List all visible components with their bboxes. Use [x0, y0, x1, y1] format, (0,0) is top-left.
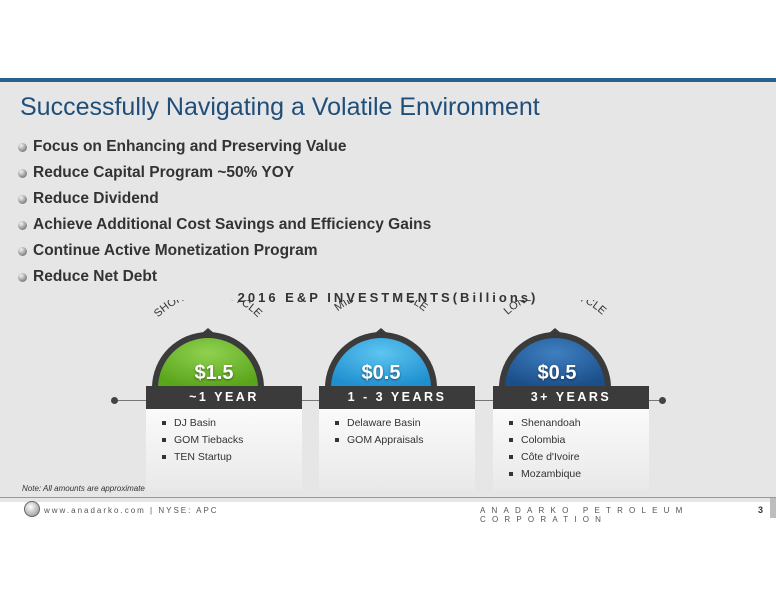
bullet-item: Reduce Net Debt — [18, 264, 431, 290]
square-bullet-icon — [335, 420, 339, 425]
square-bullet-icon — [162, 454, 166, 459]
mid-cycle-amount: $0.5 — [361, 362, 401, 384]
long-cycle-arc-label: LONG CASH CYCLE — [502, 300, 609, 317]
bullet-icon — [18, 142, 27, 152]
short-cycle-gauge — [152, 328, 264, 388]
bullet-list: Focus on Enhancing and Preserving Value … — [18, 134, 431, 290]
timeline-end-dot — [659, 397, 666, 404]
page-number: 3 — [758, 505, 764, 515]
svg-text:SHORT CASH CYCLE: SHORT CASH CYCLE — [152, 300, 264, 320]
bullet-icon — [18, 168, 27, 178]
footer-website: www.anadarko.com | NYSE: APC — [44, 506, 219, 515]
short-cycle-arc-label: SHORT CASH CYCLE — [152, 300, 264, 320]
short-cycle-card: ~1 YEAR DJ Basin GOM Tiebacks TEN Startu… — [146, 386, 302, 490]
footnote: Note: All amounts are approximate — [22, 484, 145, 493]
mid-cycle-duration: 1 - 3 YEARS — [319, 386, 475, 409]
long-cycle-amount: $0.5 — [537, 362, 577, 384]
square-bullet-icon — [509, 437, 513, 442]
mid-cycle-gauge — [325, 328, 437, 388]
corner-accent — [770, 498, 776, 518]
list-item: GOM Tiebacks — [162, 431, 243, 448]
list-item: DJ Basin — [162, 414, 243, 431]
list-item: Delaware Basin — [335, 414, 423, 431]
bullet-icon — [18, 246, 27, 256]
bullet-icon — [18, 220, 27, 230]
list-item: Côte d'Ivoire — [509, 448, 581, 465]
svg-text:MID CASH CYCLE: MID CASH CYCLE — [332, 300, 429, 314]
title-accent-bar — [0, 78, 776, 82]
mid-cycle-card: 1 - 3 YEARS Delaware Basin GOM Appraisal… — [319, 386, 475, 490]
square-bullet-icon — [509, 471, 513, 476]
long-cycle-duration: 3+ YEARS — [493, 386, 649, 409]
slide-title: Successfully Navigating a Volatile Envir… — [20, 93, 540, 121]
mid-cycle-arc-label: MID CASH CYCLE — [332, 300, 429, 314]
square-bullet-icon — [162, 420, 166, 425]
square-bullet-icon — [509, 420, 513, 425]
bullet-item: Continue Active Monetization Program — [18, 238, 431, 264]
bullet-item: Focus on Enhancing and Preserving Value — [18, 134, 431, 160]
list-item: TEN Startup — [162, 448, 243, 465]
bullet-item: Reduce Dividend — [18, 186, 431, 212]
long-cycle-items: Shenandoah Colombia Côte d'Ivoire Mozamb… — [509, 414, 581, 482]
timeline-start-dot — [111, 397, 118, 404]
bullet-icon — [18, 194, 27, 204]
footer-divider — [0, 497, 776, 498]
list-item: Shenandoah — [509, 414, 581, 431]
investments-heading: 2016 E&P INVESTMENTS(Billions) — [237, 290, 539, 305]
short-cycle-items: DJ Basin GOM Tiebacks TEN Startup — [162, 414, 243, 465]
square-bullet-icon — [162, 437, 166, 442]
square-bullet-icon — [335, 437, 339, 442]
bullet-icon — [18, 272, 27, 282]
long-cycle-gauge — [499, 328, 611, 388]
square-bullet-icon — [509, 454, 513, 459]
bullet-item: Achieve Additional Cost Savings and Effi… — [18, 212, 431, 238]
list-item: Mozambique — [509, 465, 581, 482]
list-item: GOM Appraisals — [335, 431, 423, 448]
short-cycle-amount: $1.5 — [194, 362, 234, 384]
list-item: Colombia — [509, 431, 581, 448]
footer-company: ANADARKO PETROLEUM CORPORATION — [480, 506, 689, 524]
bullet-item: Reduce Capital Program ~50% YOY — [18, 160, 431, 186]
short-cycle-duration: ~1 YEAR — [146, 386, 302, 409]
mid-cycle-items: Delaware Basin GOM Appraisals — [335, 414, 423, 448]
company-logo-icon — [24, 501, 40, 517]
long-cycle-card: 3+ YEARS Shenandoah Colombia Côte d'Ivoi… — [493, 386, 649, 490]
svg-text:LONG CASH CYCLE: LONG CASH CYCLE — [502, 300, 609, 317]
